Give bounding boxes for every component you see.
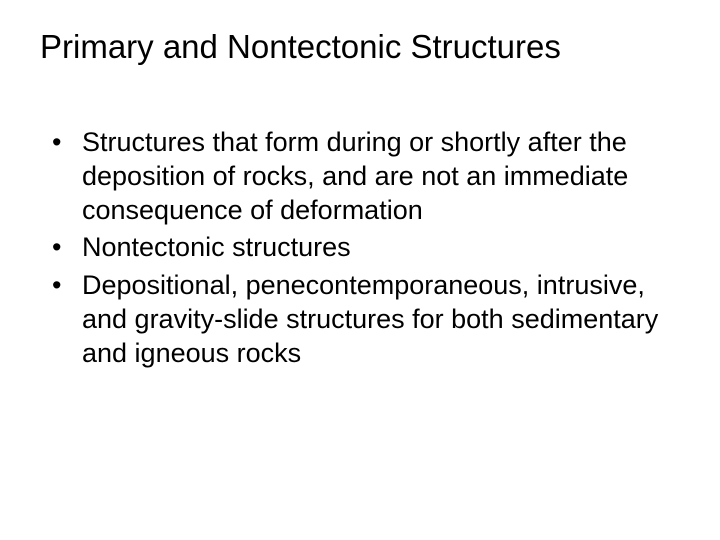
bullet-list: Structures that form during or shortly a… [40, 126, 680, 370]
bullet-item: Structures that form during or shortly a… [52, 126, 680, 227]
bullet-item: Nontectonic structures [52, 231, 680, 265]
slide-title: Primary and Nontectonic Structures [40, 28, 680, 66]
bullet-item: Depositional, penecontemporaneous, intru… [52, 269, 680, 370]
